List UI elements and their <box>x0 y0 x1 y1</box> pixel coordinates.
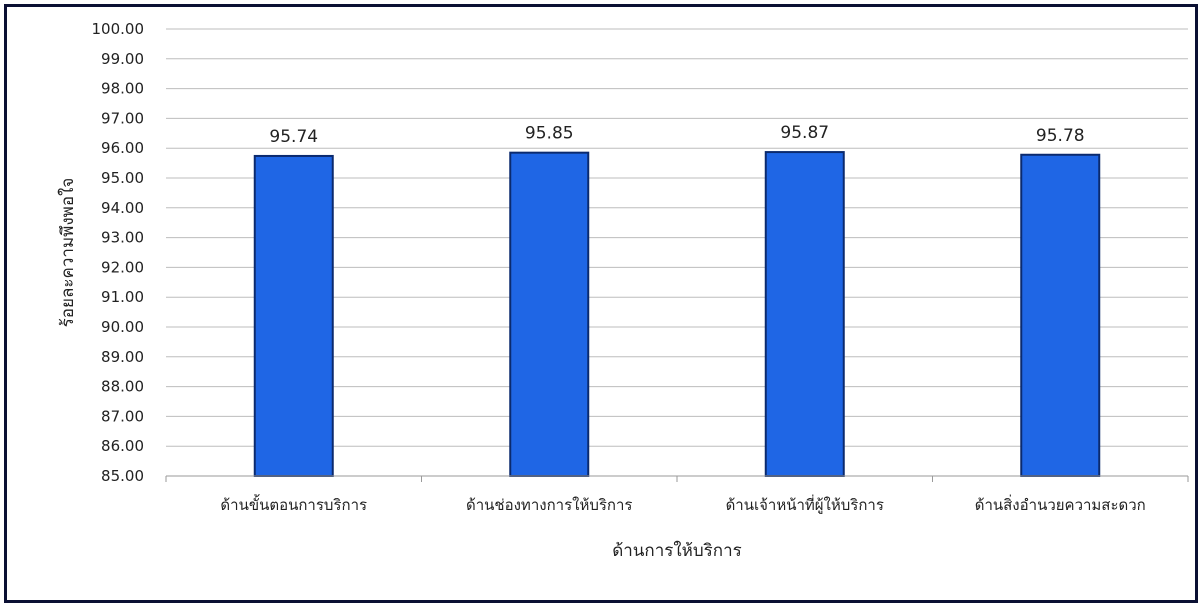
bars: 95.74 95.85 95.87 95.78 <box>253 123 1101 477</box>
y-tick-label: 87.00 <box>101 407 144 425</box>
y-tick-label: 96.00 <box>101 139 144 157</box>
y-tick-label: 89.00 <box>101 348 144 366</box>
x-tick-labels: ด้านขั้นตอนการบริการ ด้านช่องทางการให้บริ… <box>165 476 1189 514</box>
bar <box>764 151 845 477</box>
y-tick-label: 90.00 <box>101 318 144 336</box>
y-tick-label: 85.00 <box>101 467 144 485</box>
y-tick-label: 94.00 <box>101 199 144 217</box>
data-label: 95.74 <box>269 127 318 147</box>
y-tick-label: 99.00 <box>101 50 144 68</box>
x-tick-label: ด้านสิ่งอำนวยความสะดวก <box>975 494 1146 514</box>
y-axis-title: ร้อยละความพึงพอใจ <box>57 178 78 328</box>
y-tick-label: 86.00 <box>101 437 144 455</box>
bar <box>1020 153 1101 477</box>
x-tick-label: ด้านเจ้าหน้าที่ผู้ให้บริการ <box>726 494 884 514</box>
y-tick-label: 97.00 <box>101 109 144 127</box>
chart-frame <box>4 4 1198 603</box>
y-tick-label: 98.00 <box>101 80 144 98</box>
y-tick-labels: 85.00 86.00 87.00 88.00 89.00 90.00 91.00 92.00… <box>92 20 145 485</box>
data-label: 95.87 <box>780 123 829 143</box>
y-tick-label: 95.00 <box>101 169 144 187</box>
bar <box>509 151 590 477</box>
y-tick-label: 92.00 <box>101 258 144 276</box>
data-label: 95.78 <box>1036 126 1085 146</box>
y-tick-label: 91.00 <box>101 288 144 306</box>
data-label: 95.85 <box>525 124 574 144</box>
x-tick-label: ด้านขั้นตอนการบริการ <box>220 494 367 514</box>
x-tick-label: ด้านช่องทางการให้บริการ <box>466 496 632 514</box>
bar <box>253 154 334 477</box>
y-tick-label: 93.00 <box>101 229 144 247</box>
gridlines <box>166 28 1188 447</box>
y-tick-label: 88.00 <box>101 378 144 396</box>
x-axis-title: ด้านการให้บริการ <box>612 540 742 561</box>
y-tick-label: 100.00 <box>92 20 145 38</box>
